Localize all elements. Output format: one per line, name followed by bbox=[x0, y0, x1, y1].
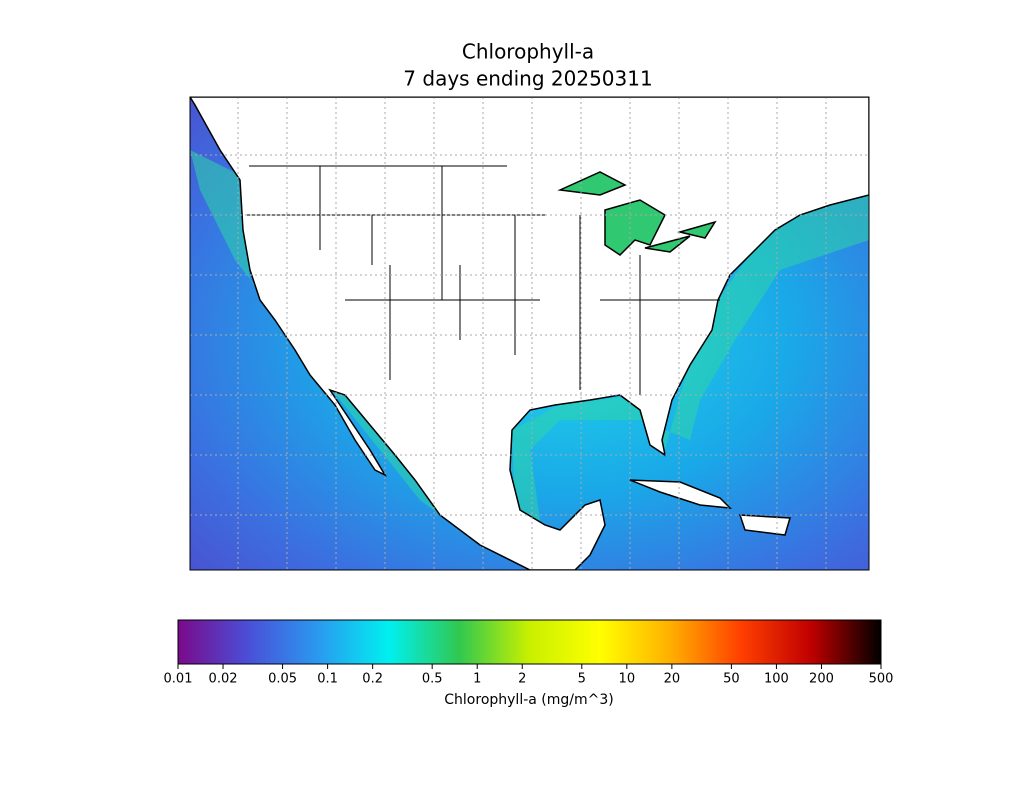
map-frame bbox=[189, 96, 870, 571]
colorbar bbox=[177, 619, 882, 665]
colorbar-tick-label: 0.1 bbox=[317, 672, 338, 687]
colorbar-tick-label: 100 bbox=[764, 672, 789, 687]
colorbar-tick-label: 10 bbox=[619, 672, 636, 687]
map bbox=[190, 97, 869, 570]
colorbar-label: Chlorophyll-a (mg/m^3) bbox=[444, 692, 613, 708]
great-lakes bbox=[557, 171, 717, 256]
colorbar-tick-label: 500 bbox=[869, 672, 894, 687]
colorbar-tick-label: 2 bbox=[518, 672, 526, 687]
title-line: Chlorophyll-a bbox=[462, 40, 594, 64]
colorbar-tick-label: 0.05 bbox=[268, 672, 297, 687]
colorbar-tick-label: 1 bbox=[473, 672, 481, 687]
title-line: 7 days ending 20250311 bbox=[403, 67, 652, 91]
islands bbox=[629, 479, 791, 536]
colorbar-tick-label: 0.01 bbox=[164, 672, 193, 687]
colorbar-tick-label: 5 bbox=[578, 672, 586, 687]
colorbar-tick-label: 0.02 bbox=[209, 672, 238, 687]
graticule bbox=[190, 97, 869, 570]
colorbar-tick-label: 0.5 bbox=[422, 672, 443, 687]
coastal-bloom bbox=[190, 150, 869, 565]
colorbar-tick-label: 0.2 bbox=[362, 672, 383, 687]
colorbar-tick-label: 50 bbox=[723, 672, 740, 687]
colorbar-tick-label: 20 bbox=[664, 672, 681, 687]
colorbar-tick-label: 200 bbox=[809, 672, 834, 687]
